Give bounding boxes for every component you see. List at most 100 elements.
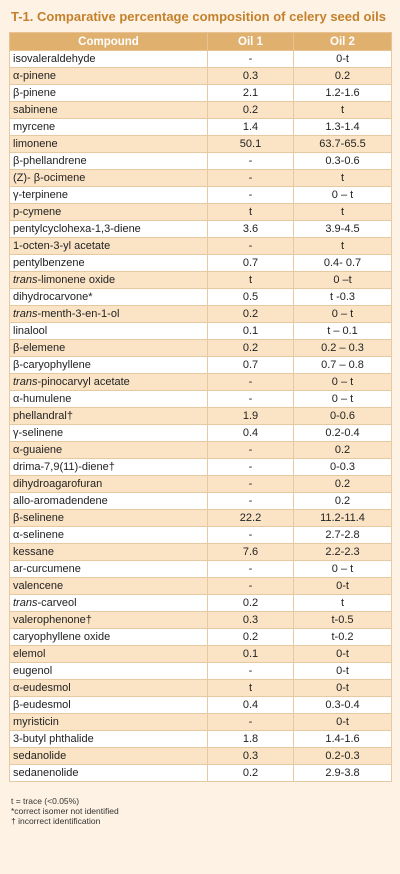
compound-name: valerophenone† [13,614,92,626]
oil-1-value: - [207,152,294,170]
table-title: T-1. Comparative percentage composition … [11,9,386,24]
table-row: phellandral† 1.9 0-0.6 [9,407,392,425]
oil-1-value: - [207,373,294,391]
oil-1-value: 0.1 [207,322,294,340]
oil-1-value: 0.1 [207,645,294,663]
table-row: trans-menth-3-en-1-ol 0.2 0 – t [9,305,392,323]
table-row: α-humulene -0 – t [9,390,392,408]
oil-1-value: - [207,458,294,476]
oil-1-value: t [207,271,294,289]
compound-name: elemol [13,648,46,660]
oil-2-value: 3.9-4.5 [293,220,392,238]
oil-1-value: 0.2 [207,305,294,323]
table-row: ar-curcumene -0 – t [9,560,392,578]
compound-cell: β-caryophyllene [9,356,208,374]
compound-name: β-selinene [13,512,64,524]
page: T-1. Comparative percentage composition … [9,9,392,826]
compound-name: isovaleraldehyde [13,53,96,65]
compound-cell: trans-carveol [9,594,208,612]
compound-cell: 1-octen-3-yl acetate [9,237,208,255]
compound-name: myristicin [13,716,59,728]
compound-cell: caryophyllene oxide [9,628,208,646]
table-row: isovaleraldehyde -0-t [9,50,392,68]
compound-cell: (Z)- β-ocimene [9,169,208,187]
compound-cell: myristicin [9,713,208,731]
compound-cell: ar-curcumene [9,560,208,578]
table-row: kessane 7.6 2.2-2.3 [9,543,392,561]
compound-cell: sabinene [9,101,208,119]
compound-name: eugenol [13,665,53,677]
compound-cell: trans-menth-3-en-1-ol [9,305,208,323]
compound-cell: β-elemene [9,339,208,357]
oil-1-value: - [207,526,294,544]
table-row: pentylbenzene 0.7 0.4- 0.7 [9,254,392,272]
composition-table: Compound Oil 1 Oil 2 isovaleraldehyde -0-… [9,32,392,782]
table-row: sabinene 0.2 t [9,101,392,119]
compound-name: β-eudesmol [13,699,71,711]
oil-2-value: 0.3-0.4 [293,696,392,714]
oil-2-value: 0-t [293,713,392,731]
compound-cell: γ-selinene [9,424,208,442]
compound-name: α-humulene [13,393,72,405]
oil-1-value: - [207,713,294,731]
table-row: linalool 0.1 t – 0.1 [9,322,392,340]
oil-2-value: 0-0.6 [293,407,392,425]
oil-1-value: t [207,679,294,697]
table-row: elemol 0.1 0-t [9,645,392,663]
table-row: α-eudesmol t 0-t [9,679,392,697]
oil-2-value: t [293,594,392,612]
compound-cell: valerophenone† [9,611,208,629]
compound-name: valencene [13,580,64,592]
oil-2-value: 0.2-0.3 [293,747,392,765]
compound-name: drima-7,9(11)-diene† [13,461,115,473]
compound-cell: β-eudesmol [9,696,208,714]
compound-name: -pinocarvyl acetate [37,376,130,388]
compound-name: ar-curcumene [13,563,81,575]
oil-2-value: 2.2-2.3 [293,543,392,561]
compound-name: phellandral† [13,410,73,422]
compound-name: -limonene oxide [37,274,116,286]
compound-cell: elemol [9,645,208,663]
compound-cell: allo-aromadendene [9,492,208,510]
compound-cell: phellandral† [9,407,208,425]
oil-2-value: t -0.3 [293,288,392,306]
oil-2-value: 0-t [293,645,392,663]
oil-1-value: 0.7 [207,356,294,374]
footnote-trace: t = trace (<0.05%) [11,796,80,806]
table-row: trans-carveol 0.2 t [9,594,392,612]
oil-1-value: - [207,441,294,459]
oil-2-value: 11.2-11.4 [293,509,392,527]
compound-name: β-phellandrene [13,155,87,167]
table-row: β-phellandrene -0.3-0.6 [9,152,392,170]
compound-cell: myrcene [9,118,208,136]
compound-name: linalool [13,325,48,337]
compound-cell: linalool [9,322,208,340]
table-row: drima-7,9(11)-diene† -0-0.3 [9,458,392,476]
table-row: dihydrocarvone* 0.5 t -0.3 [9,288,392,306]
compound-name: 3-butyl phthalide [13,733,94,745]
oil-2-value: 0.2 [293,492,392,510]
compound-name: caryophyllene oxide [13,631,111,643]
table-row: trans-pinocarvyl acetate -0 – t [9,373,392,391]
oil-1-value: - [207,475,294,493]
oil-2-value: 0 – t [293,305,392,323]
table-row: valencene -0-t [9,577,392,595]
compound-name: limonene [13,138,58,150]
compound-prefix: trans [13,597,38,609]
oil-2-value: 63.7-65.5 [293,135,392,153]
oil-2-value: t – 0.1 [293,322,392,340]
compound-name: α-eudesmol [13,682,71,694]
oil-2-value: 2.7-2.8 [293,526,392,544]
compound-cell: α-pinene [9,67,208,85]
compound-cell: dihydrocarvone* [9,288,208,306]
table-row: α-guaiene -0.2 [9,441,392,459]
compound-cell: pentylcyclohexa-1,3-diene [9,220,208,238]
oil-2-value: t-0.2 [293,628,392,646]
oil-1-value: 0.3 [207,67,294,85]
compound-cell: β-phellandrene [9,152,208,170]
table-row: α-pinene 0.3 0.2 [9,67,392,85]
oil-1-value: 0.2 [207,594,294,612]
table-row: β-pinene 2.1 1.2-1.6 [9,84,392,102]
table-row: valerophenone† 0.3 t-0.5 [9,611,392,629]
compound-name: dihydrocarvone* [13,291,93,303]
